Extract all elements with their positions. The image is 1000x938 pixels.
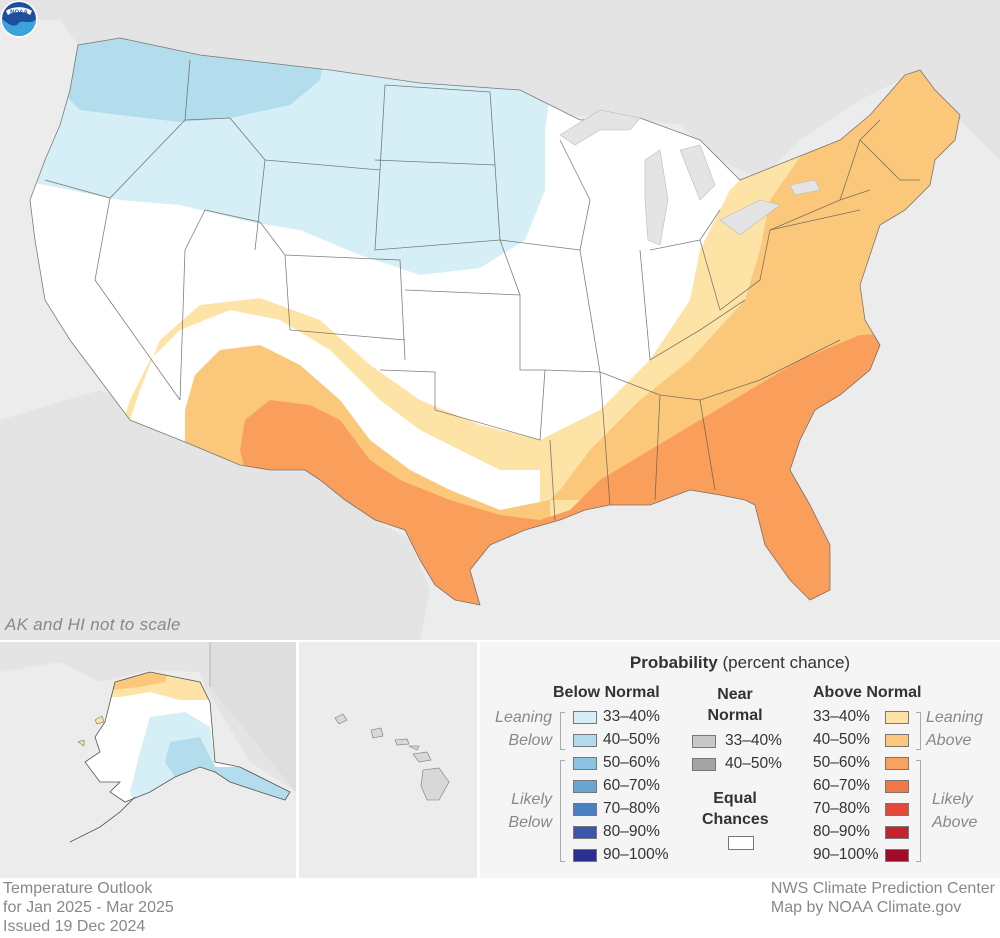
above-label-0: 33–40%: [813, 708, 870, 725]
above-swatch-0: [885, 711, 909, 724]
conus-map: AK and HI not to scale NOAA: [0, 0, 1000, 640]
near-label-0: 33–40%: [725, 732, 782, 749]
likely-below-label: Likely Below: [508, 791, 552, 831]
outlook-issued: Issued 19 Dec 2024: [3, 918, 146, 935]
below-label-6: 90–100%: [603, 846, 669, 863]
above-swatch-4: [885, 803, 909, 816]
legend-swatch-equal-chances: [728, 836, 754, 850]
alaska-inset: [0, 642, 296, 878]
below-swatch-2: [573, 757, 597, 770]
equal-chances-heading: Equal Chances: [702, 790, 769, 828]
above-swatch-5: [885, 826, 909, 839]
near-swatch-0: [692, 735, 716, 748]
below-swatch-5: [573, 826, 597, 839]
below-label-1: 40–50%: [603, 731, 660, 748]
near-label-1: 40–50%: [725, 755, 782, 772]
below-swatch-4: [573, 803, 597, 816]
below-label-2: 50–60%: [603, 754, 660, 771]
conus-map-graphic: [29, 37, 961, 606]
above-label-4: 70–80%: [813, 800, 870, 817]
scale-note: AK and HI not to scale: [5, 615, 181, 634]
below-normal-heading: Below Normal: [553, 684, 660, 701]
above-label-1: 40–50%: [813, 731, 870, 748]
hawaii-map-graphic: [334, 713, 450, 801]
alaska-map-graphic: [0, 642, 296, 843]
leaning-below-label: Leaning Below: [495, 709, 552, 749]
above-swatch-6: [885, 849, 909, 862]
credit-cpc: NWS Climate Prediction Center: [770, 880, 995, 897]
near-swatch-1: [692, 758, 716, 771]
above-swatch-1: [885, 734, 909, 747]
above-swatch-3: [885, 780, 909, 793]
below-label-3: 60–70%: [603, 777, 660, 794]
below-swatch-0: [573, 711, 597, 724]
legend-title: Probability (percent chance): [629, 653, 851, 672]
below-swatch-3: [573, 780, 597, 793]
above-label-3: 60–70%: [813, 777, 870, 794]
above-label-6: 90–100%: [813, 846, 879, 863]
above-label-2: 50–60%: [813, 754, 870, 771]
below-label-4: 70–80%: [603, 800, 660, 817]
credit-climate-gov: Map by NOAA Climate.gov: [770, 899, 962, 916]
likely-above-label: Likely Above: [932, 791, 978, 831]
legend-panel: Probability (percent chance) Below Norma…: [480, 642, 1000, 878]
below-swatch-6: [573, 849, 597, 862]
above-swatch-2: [885, 757, 909, 770]
svg-text:NOAA: NOAA: [10, 10, 28, 16]
credits: NWS Climate Prediction Center Map by NOA…: [771, 879, 995, 917]
above-label-5: 80–90%: [813, 823, 870, 840]
below-label-5: 80–90%: [603, 823, 660, 840]
above-normal-heading: Above Normal: [813, 684, 922, 701]
outlook-info: Temperature Outlook for Jan 2025 - Mar 2…: [3, 879, 174, 936]
below-swatch-1: [573, 734, 597, 747]
below-label-0: 33–40%: [603, 708, 660, 725]
hawaii-inset: [299, 642, 477, 878]
leaning-above-label: Leaning Above: [926, 709, 983, 749]
near-normal-heading: Near Normal: [707, 686, 763, 724]
noaa-logo-icon: NOAA: [0, 0, 38, 38]
outlook-title: Temperature Outlook: [3, 880, 153, 897]
outlook-period: for Jan 2025 - Mar 2025: [3, 899, 174, 916]
